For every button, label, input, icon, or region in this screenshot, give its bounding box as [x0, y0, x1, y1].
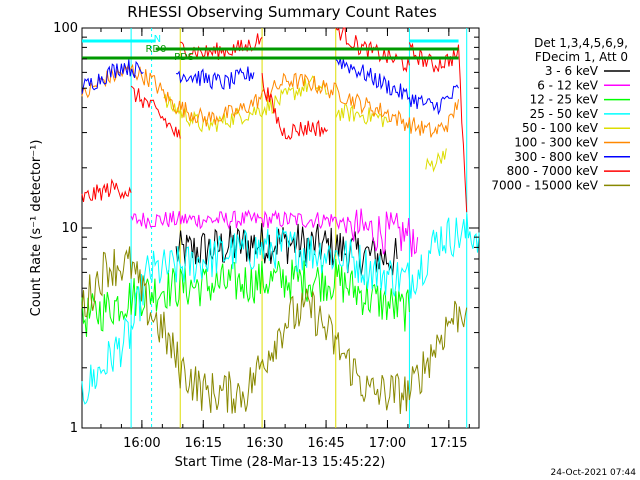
x-axis-label: Start Time (28-Mar-13 15:45:22) — [175, 455, 386, 470]
x-tick-label-3: 16:45 — [307, 436, 344, 451]
series-6 — [81, 58, 459, 116]
x-tick-label-4: 17:00 — [369, 436, 406, 451]
series-4-segment-0 — [163, 75, 328, 133]
x-tick-label-2: 16:30 — [246, 436, 283, 451]
series-6-segment-1 — [175, 66, 255, 91]
series-5-segment-0 — [81, 63, 459, 138]
flag-label-1: RD0 — [145, 44, 166, 55]
x-tick-label-5: 17:15 — [430, 436, 467, 451]
x-tick-label-1: 16:15 — [185, 436, 222, 451]
flag-label-0: N — [154, 34, 161, 45]
series-5 — [81, 63, 459, 138]
legend: Det 1,3,4,5,6,9,FDecim 1, Att 03 - 6 keV… — [491, 36, 630, 192]
series-3 — [81, 213, 480, 405]
series-4 — [163, 75, 447, 173]
series-2-segment-0 — [81, 258, 410, 337]
series-7-segment-5 — [408, 42, 468, 213]
series-7-segment-3 — [261, 73, 328, 141]
legend-header-1: FDecim 1, Att 0 — [535, 50, 628, 64]
legend-entry-label-5: 100 - 300 keV — [514, 136, 598, 150]
series-4-segment-2 — [425, 148, 447, 173]
series-2 — [81, 258, 410, 337]
legend-entry-label-0: 3 - 6 keV — [545, 64, 599, 78]
series-layer — [81, 27, 480, 415]
y-axis-label: Count Rate (s⁻¹ detector⁻¹) — [29, 140, 44, 317]
series-6-segment-0 — [81, 59, 144, 94]
series-1-segment-0 — [130, 208, 419, 257]
flag-label-2: PDS — [174, 52, 194, 63]
legend-entry-label-1: 6 - 12 keV — [537, 78, 599, 92]
series-1 — [130, 208, 419, 257]
y-tick-label-1: 10 — [61, 221, 78, 236]
series-3-segment-0 — [81, 213, 480, 405]
chart-title: RHESSI Observing Summary Count Rates — [127, 3, 437, 21]
creation-timestamp: 24-Oct-2021 07:44 — [551, 468, 637, 478]
legend-entry-label-7: 800 - 7000 keV — [507, 164, 599, 178]
series-6-segment-2 — [335, 58, 459, 116]
legend-entry-label-4: 50 - 100 keV — [522, 121, 599, 135]
legend-entry-label-8: 7000 - 15000 keV — [491, 178, 598, 192]
plot-frame — [81, 27, 480, 429]
legend-entry-label-3: 25 - 50 keV — [530, 107, 599, 121]
plot-area — [81, 27, 480, 429]
x-tick-label-0: 16:00 — [123, 436, 160, 451]
legend-entry-label-6: 300 - 800 keV — [514, 150, 598, 164]
series-7-segment-0 — [81, 178, 132, 202]
legend-entry-label-2: 12 - 25 keV — [530, 93, 599, 107]
series-8 — [81, 246, 468, 415]
series-8-segment-0 — [81, 246, 468, 415]
y-tick-label-2: 100 — [53, 21, 78, 36]
legend-header-0: Det 1,3,4,5,6,9, — [534, 36, 628, 50]
axes: 1 10 100 16:00 16:15 16:30 16:45 17:00 17:15 — [53, 21, 479, 451]
series-4-segment-1 — [335, 104, 390, 128]
series-7-segment-2 — [180, 33, 263, 61]
series-7-segment-1 — [130, 85, 181, 139]
y-tick-label-0: 1 — [70, 421, 78, 436]
